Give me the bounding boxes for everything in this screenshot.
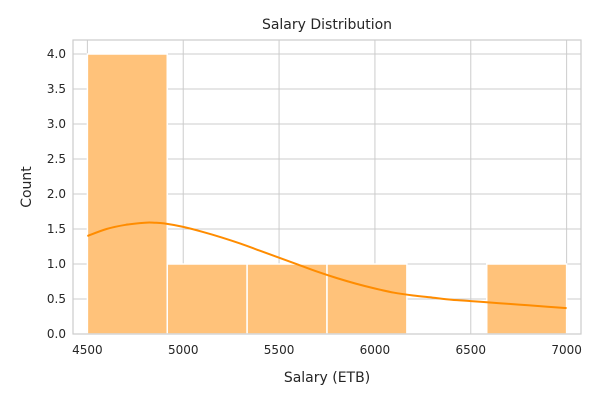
- histogram-bar-0: [86, 53, 169, 335]
- x-tick-label: 6000: [360, 343, 391, 357]
- chart-title: Salary Distribution: [262, 17, 392, 33]
- histogram-bar-3: [326, 263, 408, 335]
- x-tick-label: 5500: [264, 343, 295, 357]
- x-tick-labels: 4500 5000 5500 6000 6500 7000: [72, 343, 582, 357]
- x-tick-label: 5000: [168, 343, 199, 357]
- y-tick-label: 2.0: [47, 187, 66, 201]
- x-tick-label: 6500: [456, 343, 487, 357]
- histogram-bar-1: [166, 263, 248, 335]
- plot-frame: [72, 39, 582, 335]
- y-tick-labels: 0.0 0.5 1.0 1.5 2.0 2.5 3.0 3.5 4.0: [47, 47, 66, 341]
- histogram-bar-2: [246, 263, 328, 335]
- y-tick-label: 1.5: [47, 222, 66, 236]
- histogram-bar-5: [485, 263, 568, 335]
- y-tick-label: 4.0: [47, 47, 66, 61]
- y-tick-label: 1.0: [47, 257, 66, 271]
- y-tick-label: 3.5: [47, 82, 66, 96]
- y-tick-label: 3.0: [47, 117, 66, 131]
- y-tick-label: 0.0: [47, 327, 66, 341]
- x-tick-label: 4500: [72, 343, 103, 357]
- y-axis-label: Count: [19, 166, 35, 208]
- kde-line: [87, 221, 567, 310]
- y-tick-label: 0.5: [47, 292, 66, 306]
- bar-layer: [86, 53, 568, 335]
- kde-layer: [87, 221, 567, 310]
- x-axis-label: Salary (ETB): [284, 370, 370, 386]
- x-tick-label: 7000: [551, 343, 582, 357]
- y-tick-label: 2.5: [47, 152, 66, 166]
